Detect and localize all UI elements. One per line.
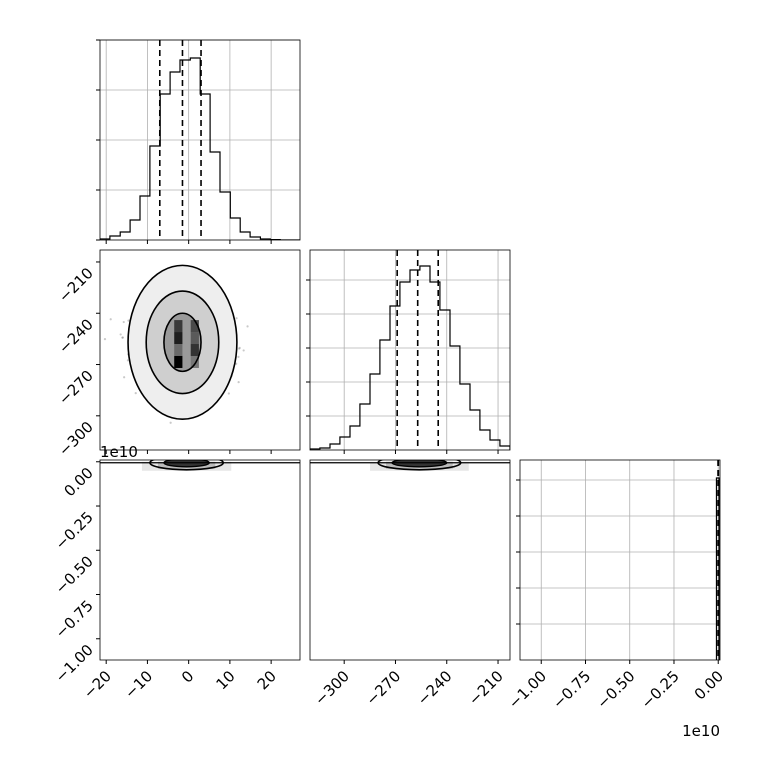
sample-point (238, 347, 241, 350)
sample-point (227, 392, 230, 395)
sample-point (242, 349, 245, 352)
x-offset-label: 1e10 (682, 722, 720, 740)
panel-frame (309, 249, 511, 451)
y-tick-label: −240 (55, 315, 97, 357)
histogram-p1-step (310, 265, 510, 450)
x-tick-label: −1.00 (505, 667, 550, 712)
density-cell (190, 320, 199, 333)
sample-point (123, 376, 126, 379)
panel-frame (99, 459, 301, 661)
contour-level (163, 312, 202, 373)
y-tick-label: −270 (55, 367, 97, 409)
x-tick-label: 0 (178, 667, 197, 686)
x-tick-label: −0.50 (593, 667, 638, 712)
x-tick-label: 20 (254, 667, 280, 693)
y-tick-label: −0.50 (52, 552, 97, 597)
x-tick-label: −270 (362, 667, 404, 709)
histogram-p0 (100, 40, 300, 240)
panel-frame (99, 249, 301, 451)
contour-level (145, 290, 220, 395)
sample-point (122, 320, 125, 324)
x-tick-label: −240 (414, 667, 456, 709)
sample-point (235, 317, 238, 320)
sample-point (237, 381, 240, 384)
x-tick-label: −300 (311, 667, 353, 709)
density-cell (174, 320, 183, 333)
sample-point (121, 336, 124, 339)
panel-frame (519, 459, 721, 661)
panels-layer: −20 −10 0 10 20 −300 −270 −240 −210−1.00 −0.75 −0.… (52, 39, 727, 740)
density-cell (174, 344, 183, 357)
x-tick-label: −0.75 (549, 667, 594, 712)
sample-point (169, 421, 172, 424)
x-tick-label: 10 (212, 667, 238, 693)
sample-point (237, 355, 240, 358)
sample-point (127, 319, 130, 322)
density-cell (174, 332, 183, 345)
sample-point (103, 338, 107, 341)
density-cell (190, 355, 199, 368)
histogram-p1 (310, 250, 510, 450)
density-p0-p1 (103, 264, 249, 424)
y-tick-label: −0.25 (52, 508, 97, 553)
y-tick-label: −300 (55, 418, 97, 460)
y-tick-label: −0.75 (52, 597, 97, 642)
x-tick-label: −20 (80, 667, 115, 702)
sample-point (246, 325, 249, 328)
density-cell (190, 332, 199, 345)
x-tick-label: 0.00 (691, 667, 727, 703)
sample-point (121, 336, 124, 339)
contour-level (127, 264, 238, 421)
histogram-p0-step (100, 57, 300, 240)
sample-point (126, 359, 129, 362)
density-cell (174, 355, 183, 368)
x-tick-label: −10 (121, 667, 156, 702)
density-p1-p2 (310, 460, 510, 471)
panel-frame (309, 459, 511, 661)
sample-point (119, 333, 122, 336)
sample-point (238, 346, 241, 349)
y-tick-label: 0.00 (60, 464, 96, 500)
sample-point (134, 392, 137, 395)
density-p0-p2 (100, 460, 300, 471)
x-tick-label: −0.25 (638, 667, 683, 712)
x-tick-label: −210 (465, 667, 507, 709)
density-cell (190, 344, 199, 357)
sample-point (109, 318, 112, 321)
y-tick-label: −210 (55, 264, 97, 306)
histogram-p2-step (715, 477, 720, 660)
histogram-p2 (715, 460, 720, 660)
y-offset-label: 1e10 (100, 443, 138, 461)
